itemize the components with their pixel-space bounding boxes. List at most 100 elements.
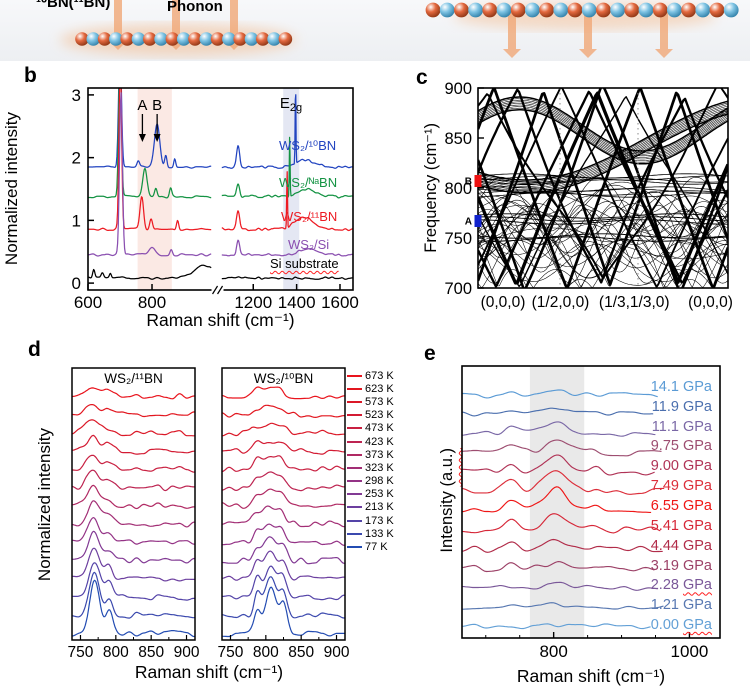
- series-label: WS₂/¹⁰BN: [279, 138, 337, 153]
- pressure-label: 2.28 GPa: [650, 577, 712, 594]
- legend-entry: 173 K: [347, 514, 394, 527]
- legend-label: 253 K: [365, 488, 394, 501]
- svg-text:850: 850: [288, 644, 314, 661]
- legend-label: 623 K: [365, 382, 394, 395]
- legend-swatch: [347, 414, 362, 417]
- pressure-label: 9.00 GPa: [650, 458, 712, 475]
- legend-label: 423 K: [365, 435, 394, 448]
- panel-e-xlabel: Raman shift (cm⁻¹): [516, 666, 666, 686]
- panel-d-right-title: WS₂/¹⁰BN: [253, 371, 314, 386]
- legend-swatch: [347, 400, 362, 403]
- pressure-label: 3.19 GPa: [650, 557, 712, 574]
- legend-entry: 298 K: [347, 475, 394, 488]
- svg-text:1200: 1200: [234, 293, 272, 312]
- panel-c-chart: 700 750 800 850 900 (0,0,0) (1/2,0,0) (1/3,1/3,…: [444, 80, 733, 311]
- legend-entry: 673 K: [347, 369, 394, 382]
- svg-text:(1/2,0,0): (1/2,0,0): [532, 294, 590, 311]
- pressure-label: 6.55 GPa: [650, 497, 712, 514]
- svg-text:(0,0,0): (0,0,0): [481, 294, 526, 311]
- legend-swatch: [347, 506, 362, 509]
- legend-swatch: [347, 427, 362, 430]
- svg-text:750: 750: [444, 230, 472, 248]
- panel-d-xlabel: Raman shift (cm⁻¹): [134, 662, 284, 682]
- legend-swatch: [347, 387, 362, 390]
- svg-text:850: 850: [444, 130, 472, 148]
- legend-entry: 473 K: [347, 422, 394, 435]
- svg-text:850: 850: [138, 644, 164, 661]
- legend-entry: 523 K: [347, 409, 394, 422]
- pressure-label: 1.21 GPa: [650, 597, 712, 614]
- svg-text:3: 3: [72, 86, 81, 105]
- panel-b-ylabel-wrap: Normalized intensity: [0, 88, 24, 290]
- legend-swatch: [347, 493, 362, 496]
- legend-entry: 573 K: [347, 395, 394, 408]
- svg-text:900: 900: [324, 644, 350, 661]
- svg-text:800: 800: [253, 644, 279, 661]
- series-label: WS₂/Si: [288, 237, 330, 252]
- svg-text:(1/3,1/3,0): (1/3,1/3,0): [599, 294, 670, 311]
- svg-text:0: 0: [72, 274, 81, 293]
- panel-c-letter: c: [416, 66, 428, 89]
- legend-swatch: [347, 440, 362, 443]
- svg-text:900: 900: [174, 644, 200, 661]
- panel-d-left-title: WS₂/¹¹BN: [104, 371, 163, 386]
- panel-c-ylabel-wrap: Frequency (cm⁻¹): [420, 88, 442, 288]
- panel-c-ylabel: Frequency (cm⁻¹): [422, 123, 440, 253]
- legend-label: 133 K: [365, 527, 394, 540]
- svg-text:800: 800: [103, 644, 129, 661]
- pressure-unit: GPa: [682, 617, 712, 634]
- panel-b-chart: 0 1 2 3 600 800 1200 1400 1600 A B E2g: [72, 86, 359, 312]
- svg-text:600: 600: [74, 293, 102, 312]
- svg-text:(0,0,0): (0,0,0): [688, 294, 733, 311]
- svg-text:750: 750: [218, 644, 244, 661]
- legend-label: 77 K: [365, 541, 388, 554]
- legend-entry: 77 K: [347, 540, 394, 553]
- panel-d-ylabel-wrap: Normalized intensity: [34, 385, 56, 625]
- legend-swatch: [347, 480, 362, 483]
- pressure-unit: GPa: [682, 478, 712, 495]
- pressure-unit: GPa: [682, 398, 712, 415]
- legend-swatch: [347, 453, 362, 456]
- svg-text:1000: 1000: [671, 642, 709, 661]
- legend-label: 173 K: [365, 514, 394, 527]
- isotope-label: ¹⁰BN(¹¹BN): [36, 0, 111, 11]
- legend-entry: 323 K: [347, 461, 394, 474]
- svg-text:900: 900: [444, 80, 472, 98]
- svg-text:B: B: [465, 177, 472, 188]
- legend-label: 573 K: [365, 395, 394, 408]
- svg-text:800: 800: [539, 642, 567, 661]
- pressure-unit: GPa: [682, 378, 712, 395]
- pressure-label: 9.75 GPa: [650, 438, 712, 455]
- series-label: WS₂/ᴺᵃBN: [279, 175, 338, 190]
- pressure-label: 11.9 GPa: [651, 398, 712, 415]
- legend-entry: 253 K: [347, 488, 394, 501]
- legend-swatch: [347, 374, 362, 377]
- panel-b-letter: b: [24, 64, 37, 87]
- pressure-unit: GPa: [682, 597, 712, 614]
- svg-text:A: A: [465, 217, 472, 228]
- legend-label: 213 K: [365, 501, 394, 514]
- svg-text:1400: 1400: [278, 293, 316, 312]
- svg-text:1600: 1600: [321, 293, 359, 312]
- svg-text:A: A: [137, 97, 147, 114]
- pressure-labels: 14.1 GPa 11.9 GPa 11.1 GPa 9.75 GPa 9.00 GPa…: [560, 377, 712, 635]
- pressure-label: 4.44 GPa: [650, 537, 712, 554]
- legend-entry: 213 K: [347, 501, 394, 514]
- svg-text:800: 800: [444, 180, 472, 198]
- panel-d-left-chart: 750 800 850 900: [68, 367, 200, 661]
- legend-label: 373 K: [365, 448, 394, 461]
- legend-entry: 133 K: [347, 527, 394, 540]
- temperature-legend: 673 K 623 K 573 K 523 K 473 K 423 K 373 K 323 K…: [347, 369, 394, 554]
- panel-e-letter: e: [424, 342, 436, 365]
- pressure-label: 11.1 GPa: [651, 418, 712, 435]
- legend-label: 673 K: [365, 369, 394, 382]
- legend-swatch: [347, 466, 362, 469]
- series-label: WS₂/¹¹BN: [281, 209, 338, 224]
- panel-b-ylabel: Normalized intensity: [2, 112, 21, 266]
- panel-a-illustration: ¹⁰BN(¹¹BN) Phonon: [0, 0, 750, 61]
- pressure-unit: GPa: [682, 438, 712, 455]
- svg-text:700: 700: [444, 280, 472, 298]
- svg-text:1: 1: [72, 211, 81, 230]
- pressure-unit: GPa: [682, 418, 712, 435]
- pressure-unit: GPa: [682, 557, 712, 574]
